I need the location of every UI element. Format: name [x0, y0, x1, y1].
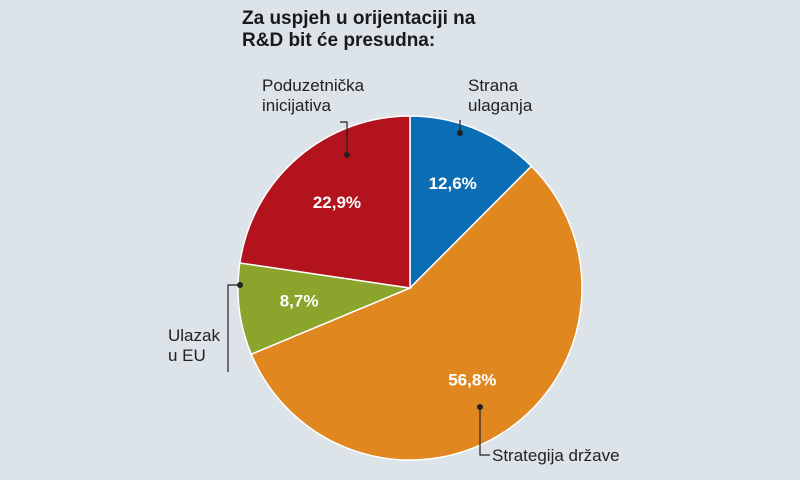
- pie-slice: [409, 115, 533, 290]
- value-label: 8,7%: [280, 291, 319, 310]
- pie-slice: [238, 115, 411, 289]
- leader-dot: [237, 282, 243, 288]
- leader-line: [227, 284, 240, 372]
- leader-line: [479, 407, 490, 456]
- category-label: Ulazak u EU: [168, 326, 220, 365]
- value-label: 22,9%: [313, 193, 361, 212]
- leader-dot: [344, 152, 350, 158]
- slices: [237, 115, 583, 461]
- pie-slice: [250, 165, 583, 461]
- category-label: Strana ulaganja: [468, 76, 533, 115]
- category-label: Strategija države: [492, 446, 620, 465]
- leader-line: [340, 121, 348, 155]
- value-label: 12,6%: [429, 174, 477, 193]
- pie-slice: [237, 262, 413, 356]
- category-label: Poduzetnička inicijativa: [262, 76, 365, 115]
- leader-dot: [477, 404, 483, 410]
- leader-dot: [457, 130, 463, 136]
- chart-title: Za uspjeh u orijentaciji na R&D bit će p…: [242, 8, 476, 51]
- value-label: 56,8%: [448, 370, 496, 389]
